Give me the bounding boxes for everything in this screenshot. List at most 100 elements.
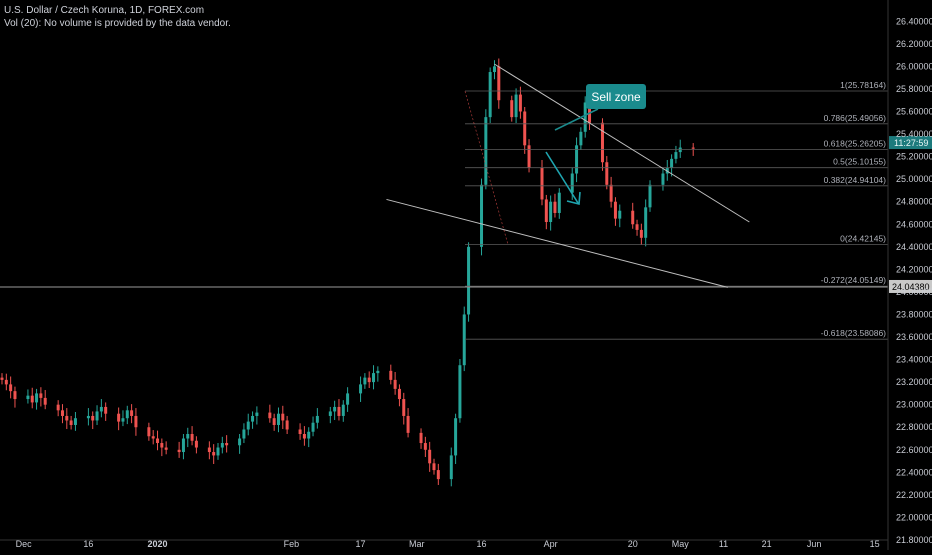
fib-level-label: 0.5(25.10155): [833, 157, 886, 167]
price-tick-label: 26.20000: [896, 39, 932, 49]
time-tick-label: 21: [762, 539, 772, 549]
price-tick-label: 26.40000: [896, 16, 932, 26]
candle-body: [65, 415, 69, 421]
candle-body: [540, 167, 544, 200]
price-tick-label: 25.80000: [896, 84, 932, 94]
fib-level-label: 0.618(25.26205): [824, 139, 887, 149]
overlays-layer: 1(25.78164) 0.786(25.49056) 0.618(25.26205…: [0, 63, 932, 340]
price-tick-label: 23.40000: [896, 355, 932, 365]
price-tick-label: 23.60000: [896, 332, 932, 342]
candle-body: [26, 395, 30, 400]
candle-body: [549, 201, 553, 222]
candle-body: [220, 443, 224, 448]
candle-body: [13, 391, 17, 400]
candle-body: [246, 421, 250, 430]
candle-body: [134, 415, 138, 428]
candle-body: [557, 192, 561, 213]
current-price-badge: [889, 279, 932, 293]
current-price-tag: 24.04380 11:27:59: [889, 136, 932, 293]
candle-body: [480, 184, 484, 247]
candle-body: [510, 100, 514, 118]
candle-body: [272, 418, 276, 425]
time-tick-label: 2020: [148, 539, 168, 549]
time-tick-label: Apr: [544, 539, 558, 549]
candle-body: [397, 388, 401, 400]
candle-body: [35, 393, 39, 403]
candle-body: [298, 429, 302, 434]
candle-body: [449, 455, 453, 480]
candle-body: [181, 438, 185, 453]
upper-trendline: [494, 63, 750, 223]
fib-level-label: 0.786(25.49056): [824, 113, 887, 123]
candle-body: [635, 224, 639, 230]
candle-body: [691, 147, 695, 149]
candle-body: [117, 413, 121, 422]
candle-body: [216, 447, 220, 456]
candle-body: [518, 94, 522, 112]
candle-body: [242, 429, 246, 439]
price-tick-label: 25.00000: [896, 174, 932, 184]
price-tick-label: 22.60000: [896, 445, 932, 455]
candle-body: [9, 384, 13, 392]
candle-body: [251, 415, 255, 422]
price-tick-label: 23.00000: [896, 400, 932, 410]
candle-body: [467, 246, 471, 315]
candle-body: [605, 162, 609, 185]
fib-guide-line: [464, 91, 509, 245]
candle-body: [406, 415, 410, 433]
down-arrow: [545, 151, 581, 206]
candle-body: [104, 406, 108, 414]
candle-body: [639, 229, 643, 238]
candle-body: [186, 434, 190, 439]
candle-body: [363, 377, 367, 385]
time-tick-label: Feb: [284, 539, 300, 549]
chart-header: U.S. Dollar / Czech Koruna, 1D, FOREX.co…: [4, 4, 231, 30]
fib-level-label: -0.272(24.05149): [821, 275, 886, 285]
candle-body: [212, 452, 216, 456]
price-tick-label: 25.60000: [896, 106, 932, 116]
candle-body: [156, 438, 160, 444]
candle-body: [484, 117, 488, 185]
candle-body: [670, 158, 674, 168]
candle-body: [177, 449, 181, 453]
candle-body: [613, 201, 617, 219]
time-axis: Dec 16 2020 Feb 17 Mar 16 Apr 20 May 11 21 Jun 15: [0, 539, 888, 549]
symbol-title: U.S. Dollar / Czech Koruna, 1D, FOREX.co…: [4, 5, 205, 16]
candle-body: [39, 393, 43, 398]
candle-body: [160, 443, 164, 448]
candle-body: [389, 370, 393, 380]
candle-body: [194, 440, 198, 448]
price-tick-label: 22.80000: [896, 422, 932, 432]
candle-body: [674, 152, 678, 159]
candle-body: [631, 210, 635, 225]
price-tick-label: 21.80000: [896, 535, 932, 545]
candle-body: [492, 66, 496, 73]
price-tick-label: 22.20000: [896, 490, 932, 500]
candle-body: [402, 399, 406, 416]
time-tick-label: 20: [628, 539, 638, 549]
candle-body: [60, 410, 64, 416]
candle-body: [307, 431, 311, 439]
candle-body: [367, 377, 371, 383]
candle-body: [618, 210, 622, 219]
candle-body: [544, 199, 548, 222]
candle-body: [30, 395, 34, 403]
candle-body: [164, 447, 168, 450]
price-tick-label: 24.40000: [896, 242, 932, 252]
candle-body: [428, 449, 432, 464]
time-tick-label: May: [672, 539, 690, 549]
candle-body: [207, 447, 211, 453]
countdown-badge: [889, 136, 932, 150]
candle-body: [579, 131, 583, 146]
price-tick-label: 26.00000: [896, 61, 932, 71]
price-tick-label: 25.40000: [896, 129, 932, 139]
candle-body: [151, 436, 155, 439]
price-tick-label: 23.20000: [896, 377, 932, 387]
candle-body: [4, 379, 8, 385]
candle-body: [43, 397, 47, 405]
sell-zone-pointer: [554, 108, 599, 131]
candle-body: [393, 379, 397, 389]
candle-body: [91, 415, 95, 421]
candle-body: [419, 432, 423, 444]
candle-body: [661, 173, 665, 185]
